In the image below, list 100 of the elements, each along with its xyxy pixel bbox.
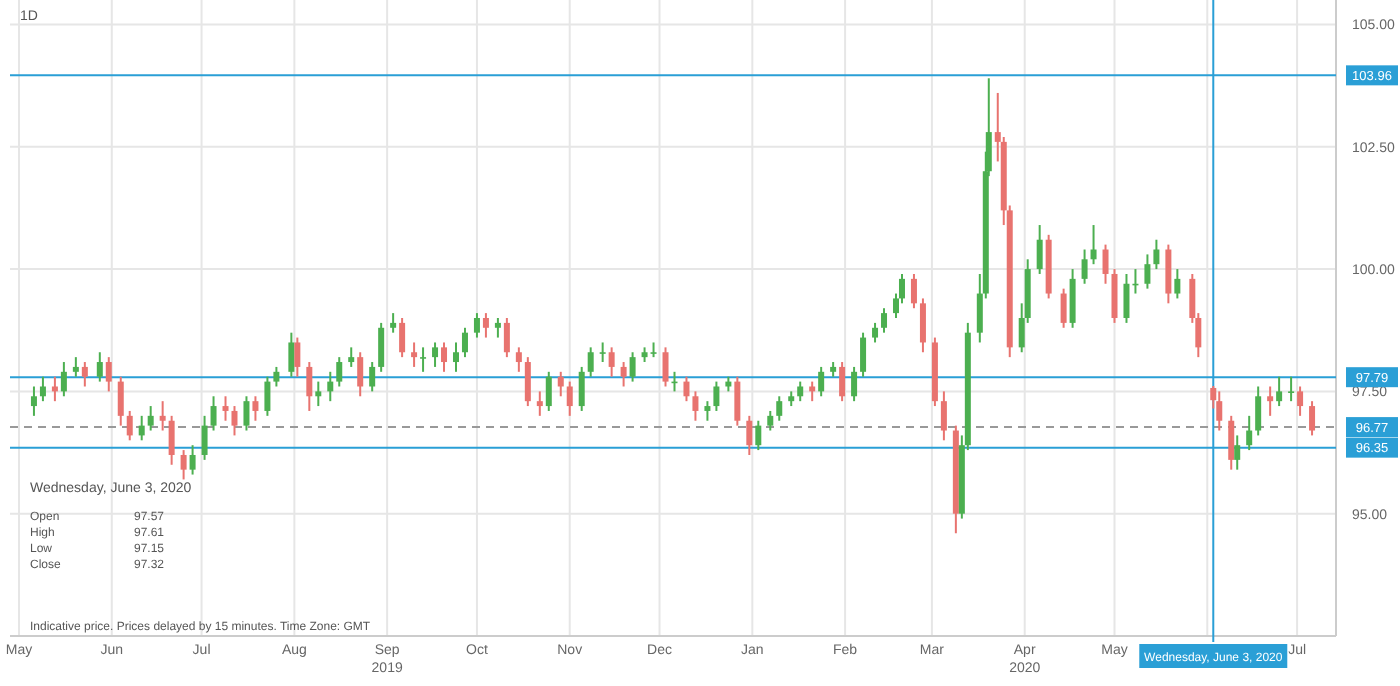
candlestick [919,297,926,354]
candlestick [222,395,229,422]
candlestick [96,351,103,383]
candlestick [767,409,774,432]
candlestick [1267,385,1274,417]
candlestick [105,356,112,393]
candlestick [432,341,439,368]
candlestick [1174,268,1181,300]
candlestick [578,365,585,412]
candlestick [378,321,385,373]
candlestick [315,380,322,408]
candlestick [587,346,594,378]
candlestick [872,321,879,344]
candlestick [441,341,448,373]
candlestick [461,326,468,359]
candlestick [168,414,175,466]
candlestick [1069,268,1076,329]
candlestick [608,346,615,378]
candlestick [399,317,406,359]
candlestick [210,395,217,432]
candlestick [1153,238,1160,271]
candlestick [1102,243,1109,285]
candlestick [940,390,947,442]
candlestick [357,351,364,398]
candlestick [1036,224,1043,275]
candlestick [348,346,355,368]
candlestick [536,390,543,417]
candlestick [1216,390,1223,432]
candlestick [390,312,397,334]
candlestick [734,375,741,427]
candlestick [851,365,858,403]
candlestick [1246,414,1253,452]
candlestick [369,361,376,393]
candlestick [147,405,154,432]
candlestick [189,444,196,476]
candlestick [662,346,669,388]
candlestick [1309,400,1316,437]
candlestick [818,365,825,398]
candlestick [881,307,888,334]
candlestick [336,356,343,388]
candlestick [1234,434,1241,471]
candlestick [515,346,522,373]
candlestick [1228,414,1235,471]
candlestick [1288,375,1295,403]
candlestick [910,272,917,310]
candlestick [620,361,627,388]
candlestick [201,414,208,461]
candlestick [1060,287,1067,329]
candlestick [1081,248,1088,285]
candlestick [51,375,58,403]
candlestick [797,380,804,403]
candlestick [30,385,37,417]
candlestick [473,312,480,339]
candlestick [557,370,564,398]
candlestick [452,341,459,373]
candlestick [482,312,489,339]
candlestick [159,400,166,432]
candlestick [755,419,762,452]
candlestick [81,361,88,388]
candlestick [1090,224,1097,266]
candlestick [288,331,295,378]
candlestick [264,375,271,417]
candlestick [1297,385,1304,417]
candlestick [420,346,427,373]
candlestick [306,361,313,412]
candlestick [776,395,783,422]
candlestick [566,380,573,417]
candlestick [650,341,657,359]
candlestick [411,341,418,368]
candlestick [294,336,301,378]
candlestick [839,361,846,403]
candlestick [692,390,699,422]
candlestick [599,341,606,364]
candlestick [713,380,720,412]
candlestick [126,409,133,442]
candlestick [1144,253,1151,290]
candlestick [1165,243,1172,305]
candlestick [39,375,46,403]
candlestick [524,356,531,408]
candlestick [243,395,250,432]
candlestick [72,356,79,378]
candlestick [503,317,510,359]
candlestick [809,380,816,403]
candlestick [1255,385,1262,437]
candlestick [273,365,280,388]
candlestick [60,361,67,398]
candlestick [704,400,711,422]
candlestick [327,370,334,403]
candlestick [629,351,636,383]
candlestick [117,375,124,427]
candlestick [494,317,501,339]
candlestick [545,370,552,412]
candlestick [1111,268,1118,324]
candlestick [252,395,259,422]
candlestick [138,414,145,442]
candlestick [860,331,867,378]
candlestick [1276,375,1283,408]
candlestick [231,405,238,437]
candlestick [746,414,753,456]
candlestick [180,449,187,481]
